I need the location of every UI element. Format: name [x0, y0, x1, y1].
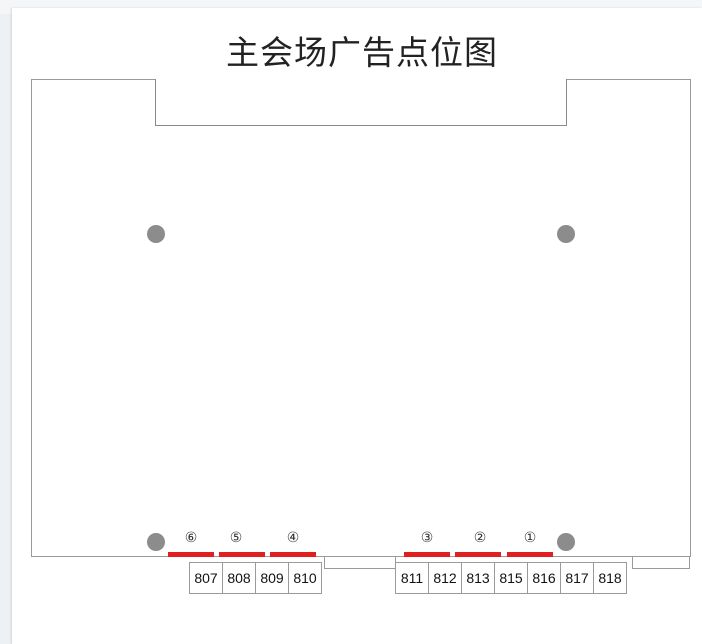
booth-818[interactable]: 818 — [593, 562, 627, 594]
pillar-top-right — [557, 225, 575, 243]
booth-813[interactable]: 813 — [461, 562, 495, 594]
booth-row-right: 811 812 813 815 816 817 818 — [395, 562, 627, 594]
booth-811[interactable]: 811 — [395, 562, 429, 594]
booth-807[interactable]: 807 — [189, 562, 223, 594]
booth-809[interactable]: 809 — [255, 562, 289, 594]
booth-815[interactable]: 815 — [494, 562, 528, 594]
pillar-top-left — [147, 225, 165, 243]
booth-810[interactable]: 810 — [288, 562, 322, 594]
pillar-bottom-right — [557, 533, 575, 551]
booth-816[interactable]: 816 — [527, 562, 561, 594]
booth-812[interactable]: 812 — [428, 562, 462, 594]
ad-point-label-2: ② — [473, 530, 487, 546]
main-hall-outline — [31, 79, 691, 557]
stage-area — [155, 79, 567, 126]
corridor-connector-right — [632, 557, 690, 569]
ad-point-label-4: ④ — [286, 530, 300, 546]
ad-point-bar-5[interactable] — [219, 552, 265, 557]
ad-point-bar-1[interactable] — [507, 552, 553, 557]
page-title: 主会场广告点位图 — [226, 33, 498, 72]
ad-point-bar-6[interactable] — [168, 552, 214, 557]
ad-point-bar-4[interactable] — [270, 552, 316, 557]
ad-point-label-6: ⑥ — [184, 530, 198, 546]
booth-row-left: 807 808 809 810 — [189, 562, 322, 594]
corridor-connector-middle — [324, 557, 396, 569]
ad-point-label-3: ③ — [420, 530, 434, 546]
booth-808[interactable]: 808 — [222, 562, 256, 594]
ad-point-bar-2[interactable] — [455, 552, 501, 557]
ad-point-label-5: ⑤ — [229, 530, 243, 546]
ad-point-label-1: ① — [523, 530, 537, 546]
pillar-bottom-left — [147, 533, 165, 551]
booth-817[interactable]: 817 — [560, 562, 594, 594]
ad-point-bar-3[interactable] — [404, 552, 450, 557]
